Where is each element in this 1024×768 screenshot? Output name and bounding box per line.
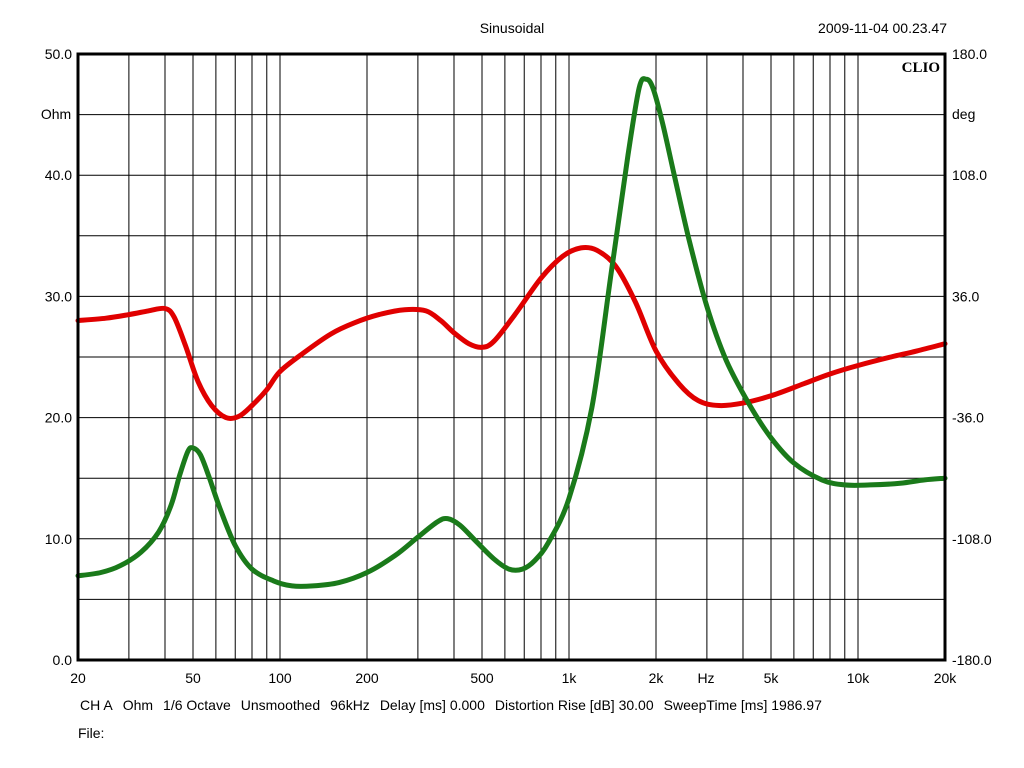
- right-axis: -180.0 -108.0 -36.0 36.0 108.0 180.0: [952, 46, 992, 668]
- channel-label: CH A: [80, 697, 113, 713]
- x-tick-label: 500: [470, 670, 494, 686]
- resolution-label: 1/6 Octave: [163, 697, 231, 713]
- delay-label: Delay [ms] 0.000: [379, 697, 485, 713]
- chart-title: Sinusoidal: [480, 20, 545, 36]
- x-tick-label: 20k: [934, 670, 958, 686]
- x-tick-label: 100: [268, 670, 292, 686]
- x-tick-label: 1k: [562, 670, 578, 686]
- x-tick-label: 50: [185, 670, 201, 686]
- right-tick-label: -108.0: [952, 531, 992, 547]
- rate-label: 96kHz: [330, 697, 370, 713]
- phase-curve: [75, 76, 948, 589]
- right-tick-label: 180.0: [952, 46, 987, 62]
- x-tick-label: 200: [355, 670, 379, 686]
- left-axis: 0.0 10.0 20.0 30.0 40.0 50.0: [45, 46, 72, 668]
- unit-label: Ohm: [122, 697, 154, 713]
- x-axis-unit: Hz: [697, 670, 714, 686]
- left-axis-unit: Ohm: [41, 106, 71, 122]
- x-tick-label: 2k: [649, 670, 665, 686]
- impedance-curve: [75, 244, 948, 422]
- sweep-label: SweepTime [ms] 1986.97: [663, 697, 822, 713]
- x-tick-label: 10k: [847, 670, 871, 686]
- left-tick-label: 10.0: [45, 531, 72, 547]
- right-tick-label: -180.0: [952, 652, 992, 668]
- left-tick-label: 40.0: [45, 167, 72, 183]
- left-tick-label: 50.0: [45, 46, 72, 62]
- grid: [78, 54, 945, 660]
- distortion-label: Distortion Rise [dB] 30.00: [494, 697, 654, 713]
- right-tick-label: -36.0: [952, 410, 984, 426]
- smoothing-label: Unsmoothed: [240, 697, 321, 713]
- left-tick-label: 30.0: [45, 288, 72, 304]
- left-tick-label: 20.0: [45, 410, 72, 426]
- plot-frame: [76, 52, 947, 662]
- right-tick-label: 36.0: [952, 288, 979, 304]
- x-tick-label: 20: [70, 670, 86, 686]
- series-layer: [75, 76, 948, 589]
- x-tick-label: 5k: [764, 670, 780, 686]
- right-axis-unit: deg: [952, 106, 975, 122]
- brand-logo: CLIO: [902, 60, 940, 76]
- chart-timestamp: 2009-11-04 00.23.47: [818, 20, 947, 36]
- status-footer: CH A Ohm 1/6 Octave Unsmoothed 96kHz Delay [m…: [80, 697, 832, 713]
- left-tick-label: 0.0: [53, 652, 73, 668]
- brand-logo-bg: [896, 57, 942, 76]
- x-axis: 20 50 100 200 500 1k 2k 5k 10k 20k: [70, 670, 957, 686]
- file-label: File:: [78, 725, 105, 741]
- right-tick-label: 108.0: [952, 167, 987, 183]
